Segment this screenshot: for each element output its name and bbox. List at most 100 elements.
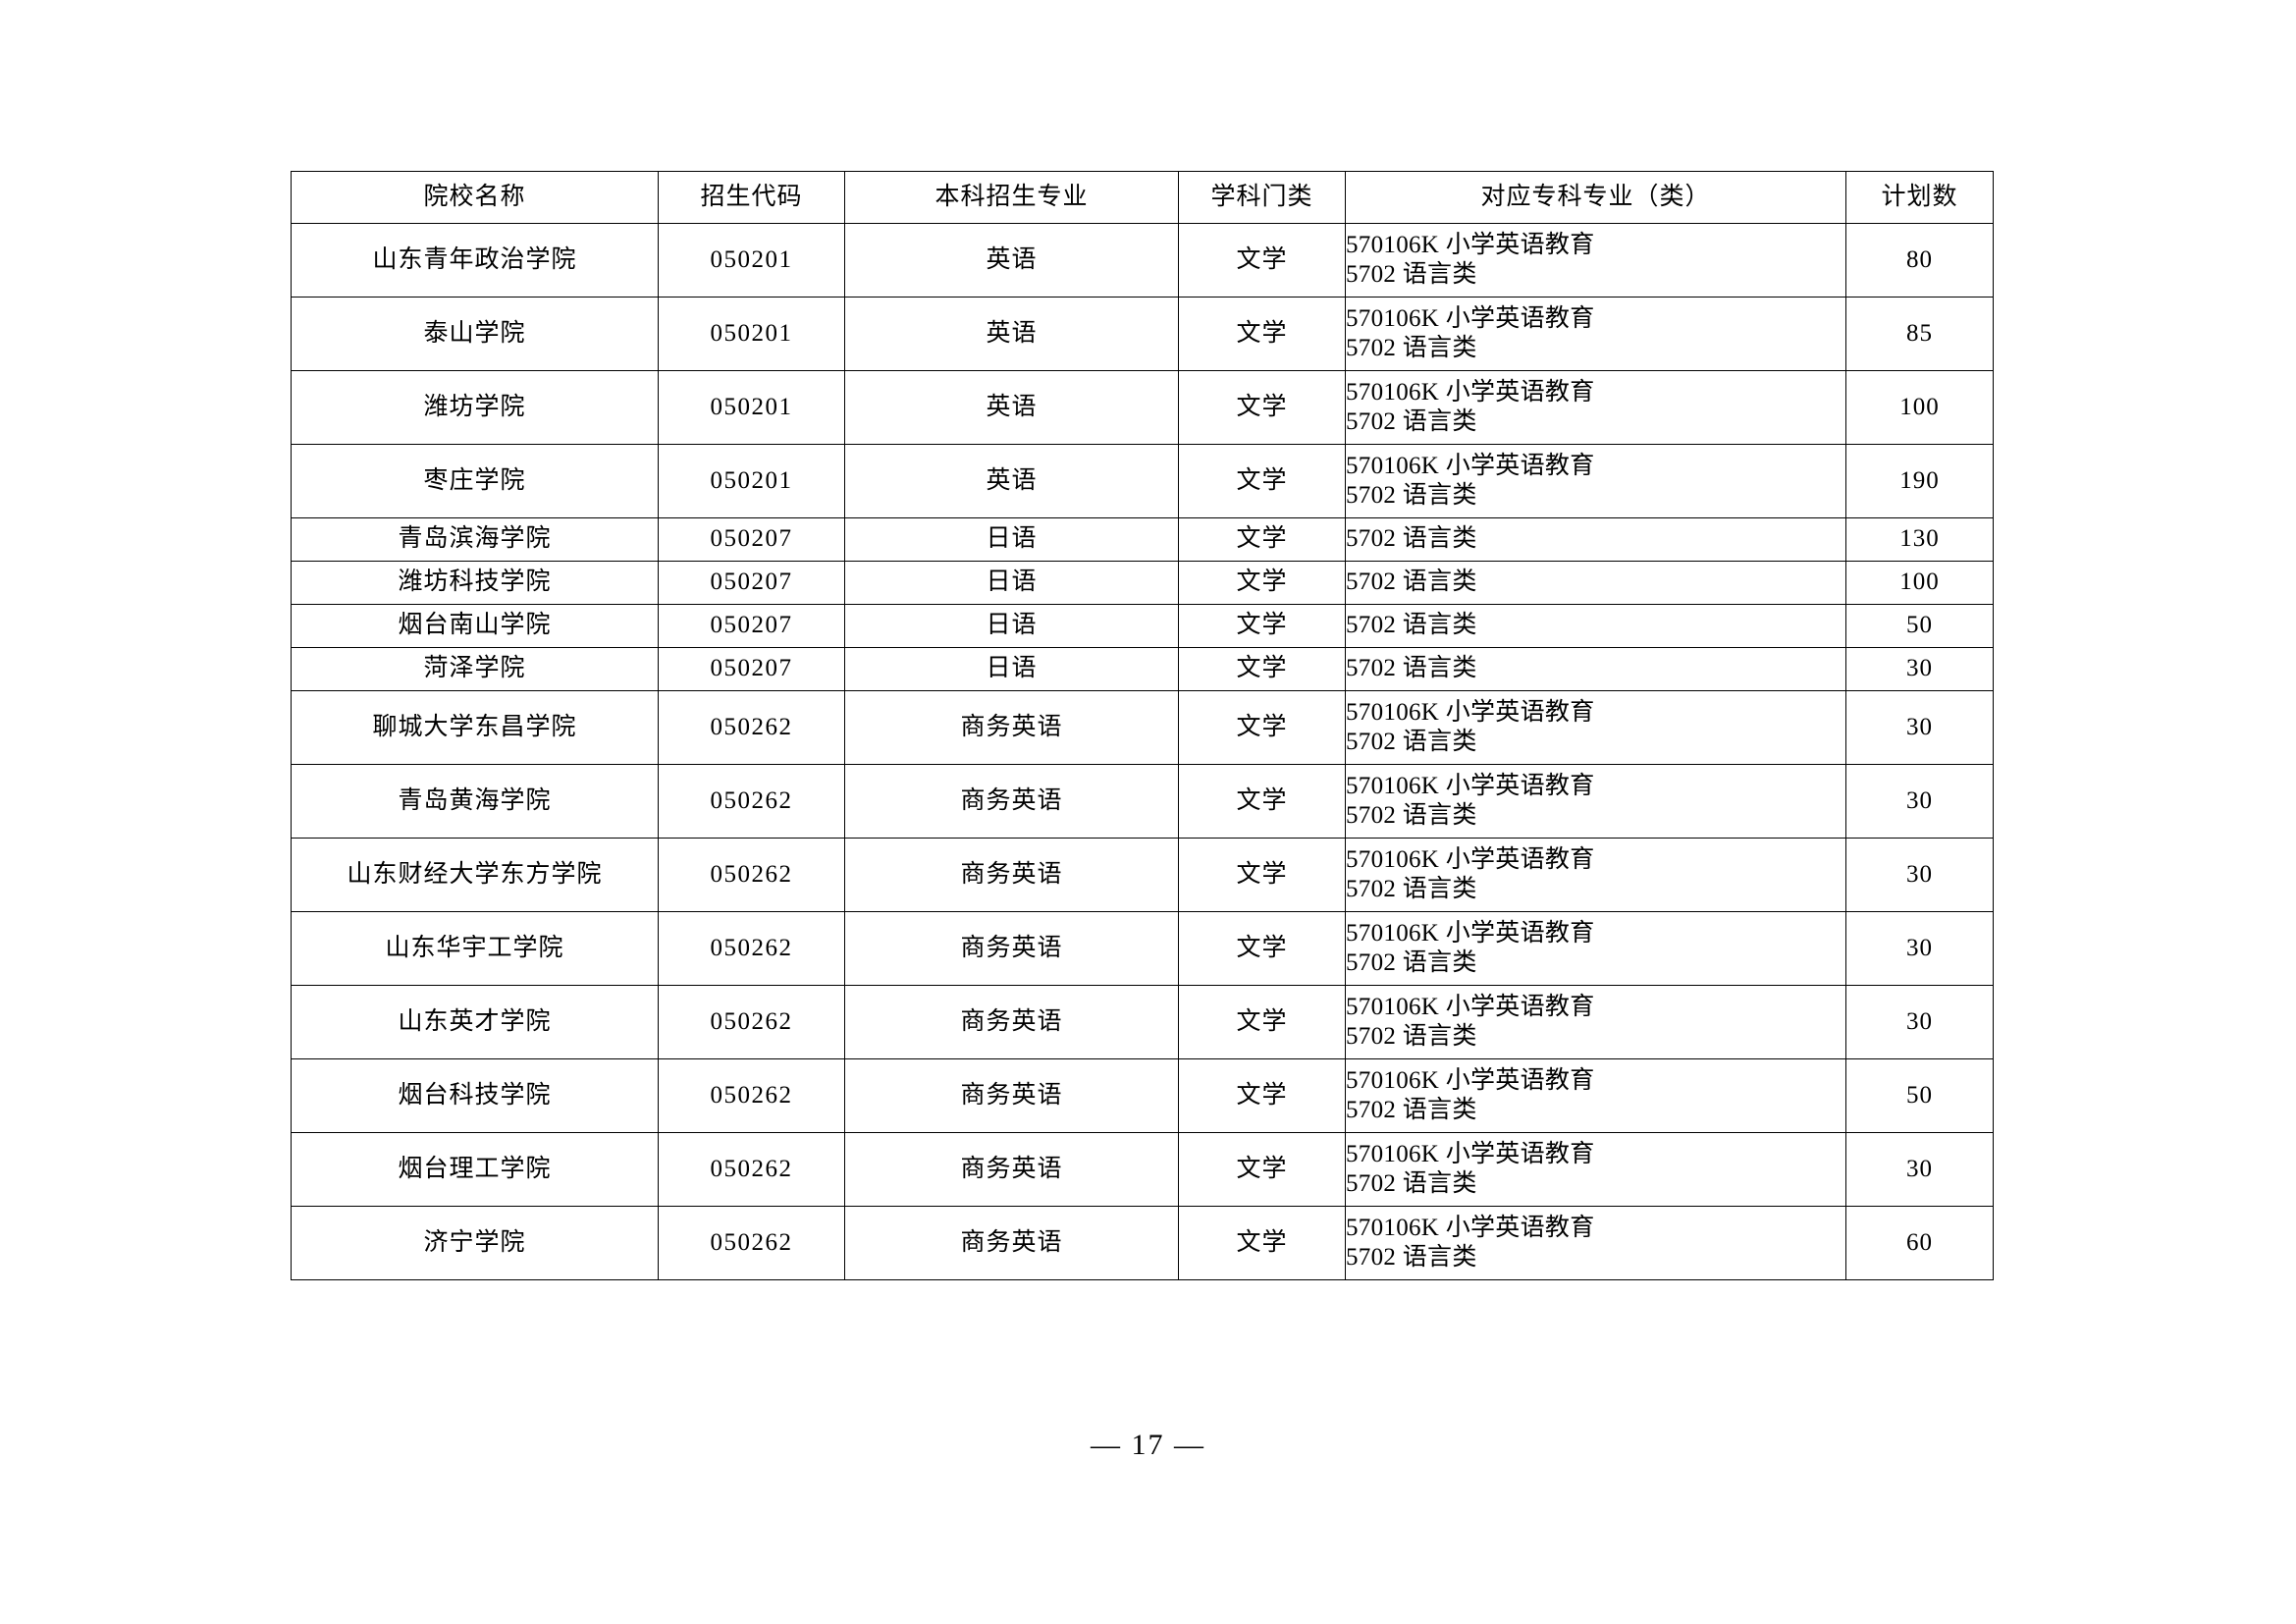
table-row: 烟台科技学院 050262 商务英语 文学 570106K 小学英语教育 5702 语言… [291, 1058, 1994, 1133]
cell-undergraduate-major: 日语 [844, 561, 1179, 605]
cell-discipline-category: 文学 [1178, 838, 1346, 912]
table-row: 山东华宇工学院 050262 商务英语 文学 570106K 小学英语教育 5702 语… [291, 911, 1994, 986]
cell-vocational-major: 570106K 小学英语教育 5702 语言类 [1345, 1058, 1846, 1133]
cell-vocational-major: 570106K 小学英语教育 5702 语言类 [1345, 297, 1846, 371]
cell-plan-count: 50 [1845, 1058, 1994, 1133]
table-row: 青岛黄海学院 050262 商务英语 文学 570106K 小学英语教育 5702 语言… [291, 764, 1994, 839]
cell-vocational-major: 570106K 小学英语教育 5702 语言类 [1345, 223, 1846, 298]
cell-undergraduate-major: 日语 [844, 647, 1179, 691]
cell-admission-code: 050262 [658, 838, 845, 912]
cell-plan-count: 30 [1845, 838, 1994, 912]
cell-admission-code: 050262 [658, 911, 845, 986]
table-row: 聊城大学东昌学院 050262 商务英语 文学 570106K 小学英语教育 5702 … [291, 690, 1994, 765]
cell-vocational-major: 5702 语言类 [1345, 561, 1846, 605]
cell-plan-count: 100 [1845, 370, 1994, 445]
table-header-row: 院校名称 招生代码 本科招生专业 学科门类 对应专科专业（类） 计划数 [291, 171, 1994, 224]
table-row: 泰山学院 050201 英语 文学 570106K 小学英语教育 5702 语言类 85 [291, 297, 1994, 371]
admissions-table: 院校名称 招生代码 本科招生专业 学科门类 对应专科专业（类） 计划数 山东青年… [291, 171, 1994, 1280]
cell-undergraduate-major: 商务英语 [844, 838, 1179, 912]
cell-vocational-major: 570106K 小学英语教育 5702 语言类 [1345, 1132, 1846, 1207]
cell-plan-count: 30 [1845, 764, 1994, 839]
cell-discipline-category: 文学 [1178, 690, 1346, 765]
cell-discipline-category: 文学 [1178, 444, 1346, 518]
cell-school-name: 聊城大学东昌学院 [291, 690, 659, 765]
cell-admission-code: 050201 [658, 370, 845, 445]
cell-school-name: 枣庄学院 [291, 444, 659, 518]
cell-plan-count: 85 [1845, 297, 1994, 371]
column-header-vocational-major: 对应专科专业（类） [1345, 171, 1846, 224]
table-row: 烟台理工学院 050262 商务英语 文学 570106K 小学英语教育 5702 语言… [291, 1132, 1994, 1207]
cell-school-name: 潍坊科技学院 [291, 561, 659, 605]
cell-admission-code: 050207 [658, 604, 845, 648]
cell-school-name: 山东青年政治学院 [291, 223, 659, 298]
cell-undergraduate-major: 商务英语 [844, 985, 1179, 1059]
table-row: 枣庄学院 050201 英语 文学 570106K 小学英语教育 5702 语言类 190 [291, 444, 1994, 518]
cell-undergraduate-major: 商务英语 [844, 764, 1179, 839]
table-row: 山东英才学院 050262 商务英语 文学 570106K 小学英语教育 5702 语言… [291, 985, 1994, 1059]
cell-school-name: 青岛滨海学院 [291, 517, 659, 562]
cell-admission-code: 050201 [658, 297, 845, 371]
cell-school-name: 潍坊学院 [291, 370, 659, 445]
cell-school-name: 济宁学院 [291, 1206, 659, 1280]
cell-discipline-category: 文学 [1178, 764, 1346, 839]
table-header: 院校名称 招生代码 本科招生专业 学科门类 对应专科专业（类） 计划数 [291, 171, 1994, 224]
cell-vocational-major: 570106K 小学英语教育 5702 语言类 [1345, 764, 1846, 839]
cell-undergraduate-major: 商务英语 [844, 911, 1179, 986]
cell-vocational-major: 570106K 小学英语教育 5702 语言类 [1345, 838, 1846, 912]
cell-discipline-category: 文学 [1178, 517, 1346, 562]
cell-admission-code: 050262 [658, 985, 845, 1059]
cell-vocational-major: 570106K 小学英语教育 5702 语言类 [1345, 985, 1846, 1059]
cell-admission-code: 050262 [658, 1206, 845, 1280]
cell-plan-count: 130 [1845, 517, 1994, 562]
cell-school-name: 烟台理工学院 [291, 1132, 659, 1207]
cell-undergraduate-major: 商务英语 [844, 1206, 1179, 1280]
cell-undergraduate-major: 商务英语 [844, 1058, 1179, 1133]
cell-undergraduate-major: 日语 [844, 517, 1179, 562]
cell-discipline-category: 文学 [1178, 1206, 1346, 1280]
cell-undergraduate-major: 英语 [844, 223, 1179, 298]
table-row: 潍坊科技学院 050207 日语 文学 5702 语言类 100 [291, 561, 1994, 605]
column-header-discipline-category: 学科门类 [1178, 171, 1346, 224]
cell-admission-code: 050201 [658, 444, 845, 518]
cell-plan-count: 30 [1845, 985, 1994, 1059]
cell-admission-code: 050201 [658, 223, 845, 298]
cell-vocational-major: 570106K 小学英语教育 5702 语言类 [1345, 690, 1846, 765]
cell-school-name: 山东华宇工学院 [291, 911, 659, 986]
cell-plan-count: 30 [1845, 911, 1994, 986]
cell-plan-count: 30 [1845, 690, 1994, 765]
cell-school-name: 山东英才学院 [291, 985, 659, 1059]
cell-vocational-major: 5702 语言类 [1345, 604, 1846, 648]
cell-vocational-major: 570106K 小学英语教育 5702 语言类 [1345, 1206, 1846, 1280]
cell-admission-code: 050262 [658, 764, 845, 839]
cell-plan-count: 30 [1845, 1132, 1994, 1207]
cell-school-name: 山东财经大学东方学院 [291, 838, 659, 912]
table-row: 济宁学院 050262 商务英语 文学 570106K 小学英语教育 5702 语言类 6… [291, 1206, 1994, 1280]
cell-plan-count: 60 [1845, 1206, 1994, 1280]
column-header-undergraduate-major: 本科招生专业 [844, 171, 1179, 224]
column-header-school-name: 院校名称 [291, 171, 659, 224]
cell-undergraduate-major: 日语 [844, 604, 1179, 648]
cell-admission-code: 050207 [658, 561, 845, 605]
cell-undergraduate-major: 英语 [844, 370, 1179, 445]
cell-discipline-category: 文学 [1178, 911, 1346, 986]
cell-school-name: 菏泽学院 [291, 647, 659, 691]
cell-school-name: 青岛黄海学院 [291, 764, 659, 839]
column-header-admission-code: 招生代码 [658, 171, 845, 224]
cell-discipline-category: 文学 [1178, 1132, 1346, 1207]
cell-admission-code: 050207 [658, 517, 845, 562]
cell-admission-code: 050207 [658, 647, 845, 691]
cell-discipline-category: 文学 [1178, 297, 1346, 371]
cell-plan-count: 50 [1845, 604, 1994, 648]
cell-plan-count: 190 [1845, 444, 1994, 518]
cell-plan-count: 80 [1845, 223, 1994, 298]
cell-discipline-category: 文学 [1178, 604, 1346, 648]
cell-discipline-category: 文学 [1178, 370, 1346, 445]
column-header-plan-count: 计划数 [1845, 171, 1994, 224]
cell-school-name: 烟台南山学院 [291, 604, 659, 648]
cell-plan-count: 100 [1845, 561, 1994, 605]
cell-vocational-major: 5702 语言类 [1345, 517, 1846, 562]
cell-admission-code: 050262 [658, 690, 845, 765]
cell-discipline-category: 文学 [1178, 647, 1346, 691]
cell-school-name: 烟台科技学院 [291, 1058, 659, 1133]
table-row: 潍坊学院 050201 英语 文学 570106K 小学英语教育 5702 语言类 100 [291, 370, 1994, 445]
